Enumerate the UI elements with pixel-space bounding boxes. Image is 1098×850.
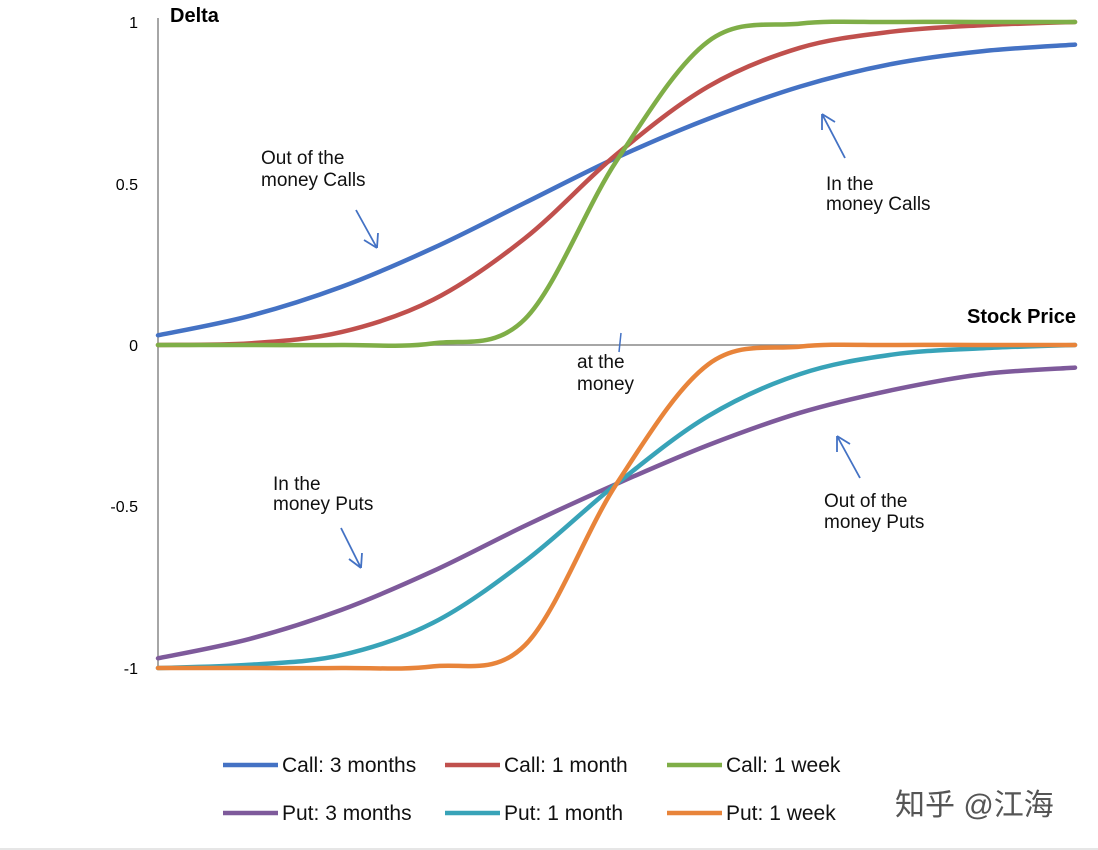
annotation-atm: at the money: [577, 352, 635, 395]
series-line-call-1m: [155, 19, 1078, 348]
legend-label-put-1m: Put: 1 month: [504, 802, 623, 825]
annotation-itm-calls: In the money Calls: [821, 113, 931, 215]
series-line-call-1w: [155, 19, 1078, 348]
legend-label-call-3m: Call: 3 months: [282, 754, 416, 777]
annotation-line: money Puts: [824, 512, 924, 533]
annotation-line: Out of the: [261, 148, 344, 169]
series-group: [155, 19, 1078, 671]
annotation-arrow: [821, 113, 846, 159]
annotation-line: In the: [273, 474, 321, 495]
annotation-arrow: [836, 435, 861, 479]
legend-label-call-1w: Call: 1 week: [726, 754, 841, 777]
y-tick-label: 0: [129, 338, 138, 355]
y-tick-label: 1: [129, 15, 138, 32]
y-axis-title: Delta: [170, 5, 220, 27]
series-line-put-1w: [155, 342, 1078, 671]
x-axis-title: Stock Price: [967, 306, 1076, 328]
watermark: 知乎 @江海: [895, 789, 1054, 822]
legend-label-put-3m: Put: 3 months: [282, 802, 412, 825]
y-tick-label: -1: [124, 661, 138, 678]
legend-label-call-1m: Call: 1 month: [504, 754, 628, 777]
annotation-line: Out of the: [824, 491, 907, 512]
y-tick-label: 0.5: [116, 177, 138, 194]
annotation-arrow: [355, 209, 379, 249]
annotation-line: money Calls: [261, 170, 366, 191]
annotation-itm-puts: In the money Puts: [273, 474, 373, 569]
legend: Call: 3 months Call: 1 month Call: 1 wee…: [223, 754, 841, 825]
annotation-otm-calls: Out of the money Calls: [261, 148, 379, 249]
annotation-line: In the: [826, 174, 874, 195]
annotation-line: at the: [577, 352, 625, 373]
annotation-otm-puts: Out of the money Puts: [824, 435, 924, 533]
annotation-line: money Calls: [826, 194, 931, 215]
annotation-line: money Puts: [273, 494, 373, 515]
y-tick-label: -0.5: [110, 499, 138, 516]
atm-marker: [618, 332, 622, 353]
annotation-arrow: [340, 527, 363, 569]
annotation-line: money: [577, 374, 635, 395]
legend-label-put-1w: Put: 1 week: [726, 802, 836, 825]
